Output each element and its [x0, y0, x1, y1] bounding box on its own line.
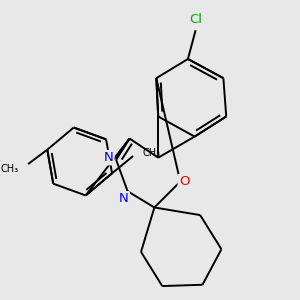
- Text: N: N: [103, 151, 113, 164]
- Text: CH₃: CH₃: [0, 164, 19, 174]
- Text: O: O: [179, 175, 189, 188]
- Text: Cl: Cl: [189, 13, 202, 26]
- Text: N: N: [119, 192, 129, 206]
- Text: CH₃: CH₃: [143, 148, 161, 158]
